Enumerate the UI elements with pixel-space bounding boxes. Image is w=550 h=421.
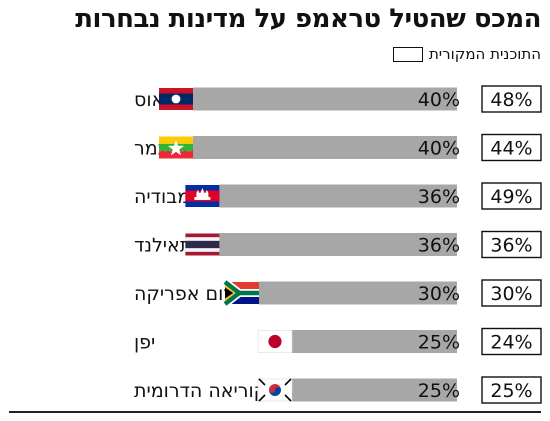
flag-icon xyxy=(159,136,193,159)
value-bar xyxy=(292,378,457,402)
value-label: 36% xyxy=(418,235,460,257)
chart-row: יפן 25% 24% xyxy=(134,327,542,356)
original-plan-label: 44% xyxy=(490,138,532,160)
chart-title: המכס שהטיל טראמפ על מדינות נבחרות xyxy=(75,4,541,34)
value-label: 40% xyxy=(418,138,460,160)
flag-icon xyxy=(185,185,220,207)
chart-row: תאילנד 36% 36% xyxy=(134,230,542,259)
category-label: יפן xyxy=(134,332,155,354)
original-plan-box xyxy=(481,327,542,356)
chart-row: דרום אפריקה 30% 30% xyxy=(134,278,542,308)
chart-row: קמבודיה 36% 49% xyxy=(134,182,542,210)
value-bar xyxy=(193,87,457,111)
original-plan-label: 48% xyxy=(490,89,532,111)
value-bar xyxy=(219,233,457,256)
legend-label: התוכנית המקורית xyxy=(428,45,541,63)
value-label: 25% xyxy=(418,380,460,402)
original-plan-box xyxy=(481,279,542,307)
original-plan-label: 24% xyxy=(490,332,532,354)
original-plan-box xyxy=(481,230,542,259)
category-label: דרום אפריקה xyxy=(134,283,244,305)
value-bar xyxy=(219,184,457,208)
value-bar xyxy=(259,281,457,305)
chart-row: לאוס 40% 48% xyxy=(134,85,542,113)
value-label: 36% xyxy=(418,186,460,208)
original-plan-label: 49% xyxy=(490,186,532,208)
flag-icon xyxy=(257,330,293,353)
original-plan-box xyxy=(481,182,542,210)
value-label: 30% xyxy=(418,283,460,305)
chart-row: קוריאה הדרומית 25% 25% xyxy=(134,376,542,404)
category-label: קוריאה הדרומית xyxy=(134,380,267,402)
chart-row: מיאנמר40%44% xyxy=(134,133,542,162)
original-plan-box xyxy=(481,133,542,162)
flag-icon xyxy=(222,278,259,308)
original-plan-label: 36% xyxy=(490,235,532,257)
value-bar xyxy=(193,136,457,159)
flag-icon xyxy=(257,378,293,402)
legend-swatch xyxy=(392,46,423,62)
value-label: 40% xyxy=(418,89,460,111)
value-bar xyxy=(292,330,457,353)
flag-icon xyxy=(159,88,193,110)
value-label: 25% xyxy=(418,332,460,354)
legend: התוכנית המקורית xyxy=(392,45,541,63)
original-plan-label: 25% xyxy=(490,380,532,402)
original-plan-label: 30% xyxy=(490,283,532,305)
original-plan-box xyxy=(481,376,542,404)
category-label: תאילנד xyxy=(134,235,192,257)
bottom-rule xyxy=(9,411,541,413)
original-plan-box xyxy=(481,85,542,113)
flag-icon xyxy=(185,233,220,256)
